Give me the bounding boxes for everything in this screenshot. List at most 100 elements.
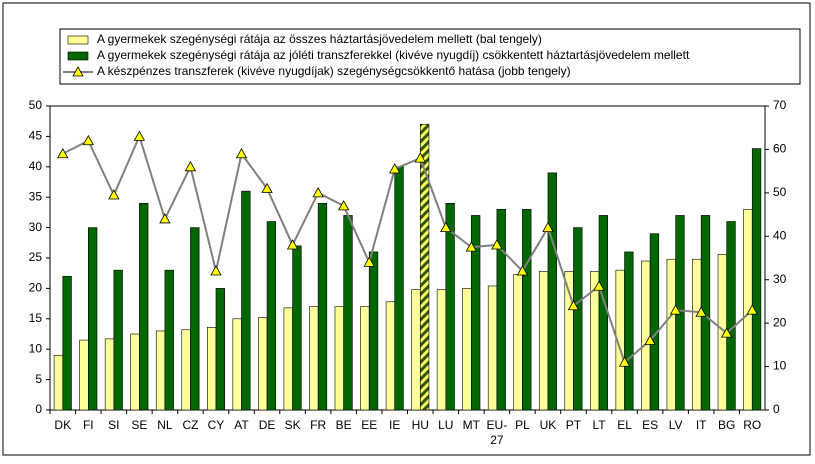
bar — [624, 251, 634, 411]
x-tick-label: LV — [669, 418, 683, 432]
bar — [598, 215, 609, 411]
bar — [471, 215, 481, 411]
bar — [88, 227, 98, 411]
bar — [130, 333, 140, 411]
legend-label: A gyermekek szegénységi rátája az összes… — [97, 32, 542, 46]
legend-swatch — [67, 51, 89, 61]
x-tick-label: SE — [131, 418, 147, 432]
line-marker — [644, 334, 656, 345]
x-tick-label: UK — [540, 418, 557, 432]
x-tick-label: LU — [438, 418, 453, 432]
bar — [139, 202, 149, 411]
bar — [394, 166, 404, 411]
line-marker — [567, 299, 580, 311]
x-tick-label: FR — [310, 418, 326, 432]
x-tick-label: CZ — [182, 418, 198, 432]
line-marker — [108, 189, 120, 200]
line-marker — [593, 280, 605, 291]
y-tick-label: 10 — [29, 341, 43, 355]
x-tick-label: EL — [617, 418, 632, 432]
bar — [53, 354, 64, 411]
bar — [309, 306, 319, 411]
x-tick-label: CY — [208, 418, 225, 432]
bar — [266, 221, 277, 411]
bar — [62, 275, 72, 411]
x-tick-label: DK — [54, 418, 71, 432]
x-tick-label: IE — [389, 418, 400, 432]
bar — [181, 329, 191, 411]
bar — [496, 209, 506, 411]
line-marker — [618, 356, 631, 367]
x-tick-label: DE — [259, 418, 276, 432]
y2-tick-label: 10 — [773, 359, 787, 373]
y2-tick-label: 0 — [773, 402, 780, 416]
bar — [317, 202, 328, 411]
y2-tick-label: 60 — [773, 142, 787, 156]
line-marker — [286, 239, 299, 250]
legend-swatch — [72, 66, 84, 77]
bar — [215, 288, 225, 411]
bar — [292, 245, 302, 411]
bar — [445, 202, 455, 411]
line-marker — [669, 304, 682, 315]
y-tick-label: 40 — [29, 159, 43, 173]
bar — [641, 260, 651, 411]
bar — [334, 306, 344, 411]
bar — [547, 172, 557, 411]
line-marker — [440, 221, 452, 233]
legend-label: A gyermekek szegénységi rátája az jóléti… — [97, 48, 690, 62]
y-tick-label: 15 — [29, 311, 43, 325]
bar — [190, 227, 200, 411]
line-marker — [57, 147, 69, 159]
y-tick-label: 35 — [29, 189, 43, 203]
x-tick-label: AT — [234, 418, 249, 432]
bar — [411, 289, 421, 411]
line-marker — [389, 163, 401, 174]
line-marker — [363, 256, 375, 267]
legend-swatch — [67, 35, 89, 45]
y2-tick-label: 40 — [773, 228, 787, 242]
bar — [79, 339, 89, 411]
y2-tick-label: 30 — [773, 272, 787, 286]
y-tick-label: 45 — [29, 129, 43, 143]
x-tick-label: ES — [642, 418, 658, 432]
x-tick-label: MT — [463, 418, 481, 432]
bar — [164, 269, 174, 411]
x-tick-label: EE — [361, 418, 377, 432]
y-tick-label: 20 — [29, 281, 43, 295]
x-tick-label: SI — [108, 418, 119, 432]
bar — [462, 288, 472, 411]
y-tick-label: 5 — [35, 372, 42, 386]
line-marker — [210, 265, 222, 276]
bar — [649, 233, 660, 411]
bar — [522, 209, 532, 411]
x-tick-label: NL — [157, 418, 173, 432]
line-marker — [465, 241, 478, 252]
bar — [207, 327, 217, 411]
bar — [538, 271, 549, 411]
x-tick-label: PL — [515, 418, 530, 432]
bar — [666, 258, 676, 411]
y-tick-label: 50 — [29, 98, 43, 112]
line-marker — [746, 304, 758, 315]
bar — [751, 148, 762, 411]
bar — [258, 317, 268, 411]
line-marker — [82, 134, 94, 146]
legend-box — [59, 28, 801, 85]
bar — [573, 227, 583, 411]
x-tick-label: PT — [566, 418, 582, 432]
line-marker — [133, 130, 146, 141]
y2-tick-label: 50 — [773, 185, 787, 199]
line-marker — [542, 221, 554, 233]
line-marker — [159, 213, 171, 224]
bar — [113, 269, 123, 411]
line-marker — [414, 152, 426, 163]
y-tick-label: 0 — [35, 402, 42, 416]
bar — [385, 301, 396, 411]
x-tick-label: LT — [592, 418, 606, 432]
y-tick-label: 25 — [29, 250, 43, 264]
line-marker — [516, 265, 529, 276]
y2-tick-label: 20 — [773, 315, 787, 329]
bar — [726, 221, 736, 411]
line-marker — [235, 147, 248, 159]
